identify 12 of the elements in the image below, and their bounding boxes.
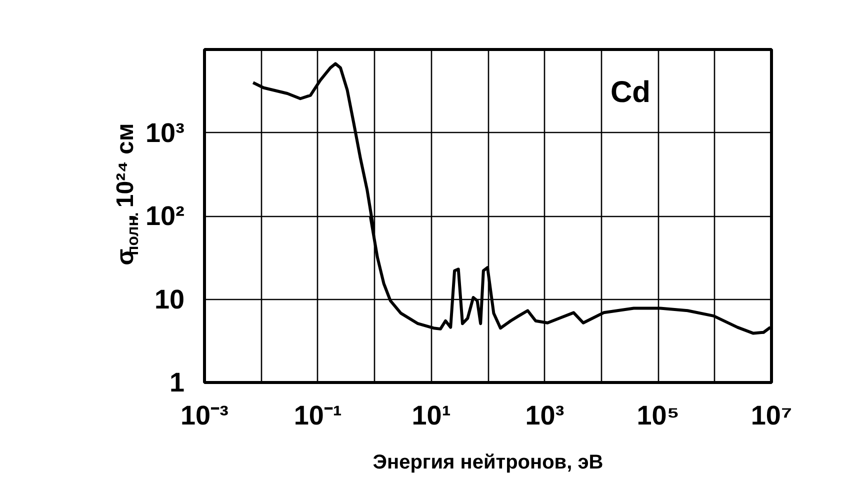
x-tick-label: 10¹: [412, 400, 451, 430]
x-tick-label: 10⁵: [636, 400, 680, 430]
x-axis-title: Энергия нейтронов, эВ: [372, 452, 604, 474]
x-tick-label: 10⁻¹: [294, 400, 342, 430]
x-tick-label: 10⁻³: [180, 400, 229, 430]
y-tick-label: 10³: [145, 118, 185, 148]
x-tick-label: 10³: [525, 400, 564, 430]
y-tick-label: 1: [169, 368, 185, 398]
x-tick-label: 10⁷: [750, 400, 792, 430]
annotation: Cd: [610, 76, 651, 109]
y-tick-label: 10: [154, 284, 185, 314]
y-tick-label: 10²: [145, 201, 185, 231]
